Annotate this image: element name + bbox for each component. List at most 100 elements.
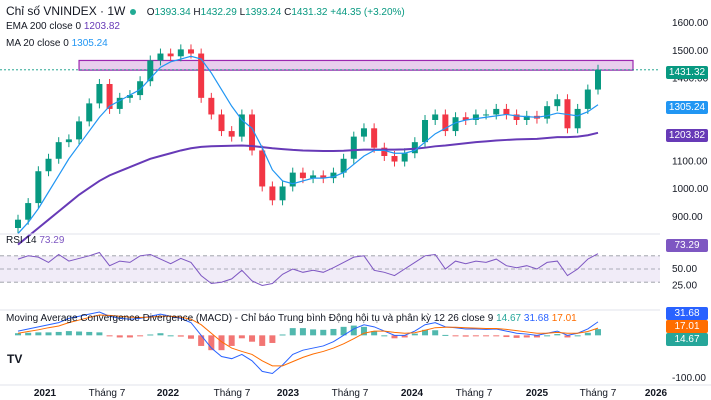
macd-histogram-bar	[503, 335, 510, 338]
macd-histogram-bar	[137, 335, 144, 337]
rsi-legend[interactable]: RSI 14 73.29	[6, 235, 65, 246]
symbol-title[interactable]: Chỉ số VNINDEX · 1W O1393.34 H1432.29 L1…	[6, 4, 405, 18]
macd-legend[interactable]: Moving Average Convergence Divergence (M…	[6, 313, 577, 324]
candle-body	[218, 114, 225, 132]
time-axis-label: Tháng 7	[214, 388, 251, 399]
candle-body	[595, 69, 601, 90]
rsi-price-tag: 73.29	[666, 239, 708, 252]
macd-histogram-bar	[198, 335, 205, 346]
candle-body	[411, 142, 418, 154]
macd-histogram-bar	[218, 335, 225, 351]
candle-body	[472, 114, 479, 120]
candle-body	[25, 203, 32, 220]
candle-body	[187, 49, 194, 54]
macd-histogram-bar	[177, 335, 184, 337]
macd-histogram-bar	[533, 335, 540, 338]
price-axis-tick: 1100.00	[672, 157, 708, 168]
macd-histogram-bar	[269, 335, 276, 343]
candle-body	[554, 99, 561, 107]
macd-histogram-bar	[86, 331, 93, 336]
ema-price-tag: 1203.82	[666, 129, 708, 142]
time-axis-label: Tháng 7	[332, 388, 369, 399]
price-axis-tick: 900.00	[672, 212, 703, 223]
candle-body	[289, 172, 296, 187]
macd-histogram-bar	[493, 335, 500, 337]
candle-body	[330, 172, 337, 179]
macd-histogram-bar	[259, 335, 266, 346]
rsi-line	[17, 251, 599, 287]
macd-histogram-bar	[65, 331, 72, 336]
candle-body	[462, 117, 469, 120]
candle-body	[228, 131, 235, 137]
macd-histogram-bar	[401, 335, 408, 338]
macd-histogram-bar	[208, 335, 215, 351]
macd-histogram-bar	[513, 335, 520, 338]
candle-body	[584, 89, 591, 109]
candle-body	[177, 49, 184, 57]
rsi-axis-tick: 25.00	[672, 281, 697, 292]
macd-histogram-bar	[25, 332, 32, 336]
signal-line	[17, 314, 599, 367]
macd-histogram-bar	[442, 334, 449, 336]
macd-histogram-bar	[320, 329, 327, 336]
candle-body	[381, 147, 388, 156]
candle-body	[198, 53, 205, 98]
ma-price-tag: 1305.24	[666, 101, 708, 114]
macd-hist-tag: 14.67	[666, 333, 708, 346]
candle-body	[279, 186, 286, 201]
ema-legend[interactable]: EMA 200 close 0 1203.82	[6, 21, 120, 32]
macd-histogram-bar	[289, 328, 296, 336]
macd-histogram-bar	[96, 332, 103, 336]
candle-body	[350, 136, 357, 159]
macd-histogram-bar	[411, 333, 418, 336]
resistance-zone	[78, 59, 634, 71]
ma20-line	[17, 55, 599, 234]
macd-line-tag: 17.01	[666, 320, 708, 333]
candle-body	[167, 53, 174, 57]
macd-histogram-bar	[238, 335, 245, 339]
candle-body	[259, 150, 266, 187]
candle-body	[442, 114, 449, 132]
time-axis-label: 2024	[401, 388, 424, 399]
macd-histogram-bar	[126, 335, 133, 338]
macd-histogram-bar	[157, 333, 164, 336]
time-axis-label: 2026	[645, 388, 668, 399]
rsi-axis-tick: 50.00	[672, 264, 697, 275]
ema200-line	[17, 131, 599, 246]
last-price-tag: 1431.32	[666, 66, 708, 79]
symbol-name: Chỉ số VNINDEX · 1W	[6, 4, 126, 18]
time-axis-label: 2023	[277, 388, 300, 399]
candle-body	[96, 84, 103, 104]
candle-body	[106, 84, 113, 109]
macd-histogram-bar	[187, 335, 194, 339]
candle-body	[452, 117, 459, 132]
candle-body	[116, 97, 123, 109]
macd-axis-tick: -100.00	[672, 373, 706, 384]
candle-body	[208, 97, 215, 115]
macd-histogram-bar	[167, 335, 174, 337]
candle-body	[360, 128, 367, 137]
candle-body	[65, 139, 72, 143]
time-axis-label: Tháng 7	[580, 388, 617, 399]
tradingview-logo: TV	[7, 352, 23, 366]
macd-histogram-bar	[106, 335, 113, 337]
candle-body	[483, 114, 490, 116]
macd-histogram-bar	[147, 334, 154, 336]
candle-body	[340, 158, 347, 173]
time-axis-label: 2025	[526, 388, 549, 399]
candle-body	[401, 153, 408, 162]
candle-body	[147, 60, 154, 82]
macd-histogram-bar	[15, 333, 21, 336]
candle-body	[269, 186, 276, 201]
macd-histogram-bar	[340, 326, 347, 336]
candle-body	[35, 171, 42, 204]
ma-legend[interactable]: MA 20 close 0 1305.24	[6, 38, 108, 49]
macd-histogram-bar	[45, 332, 52, 336]
candle-body	[564, 99, 571, 129]
candle-body	[55, 142, 62, 159]
time-axis-label: Tháng 7	[89, 388, 126, 399]
candle-body	[45, 158, 52, 172]
candle-body	[544, 106, 551, 119]
candle-body	[310, 175, 317, 179]
